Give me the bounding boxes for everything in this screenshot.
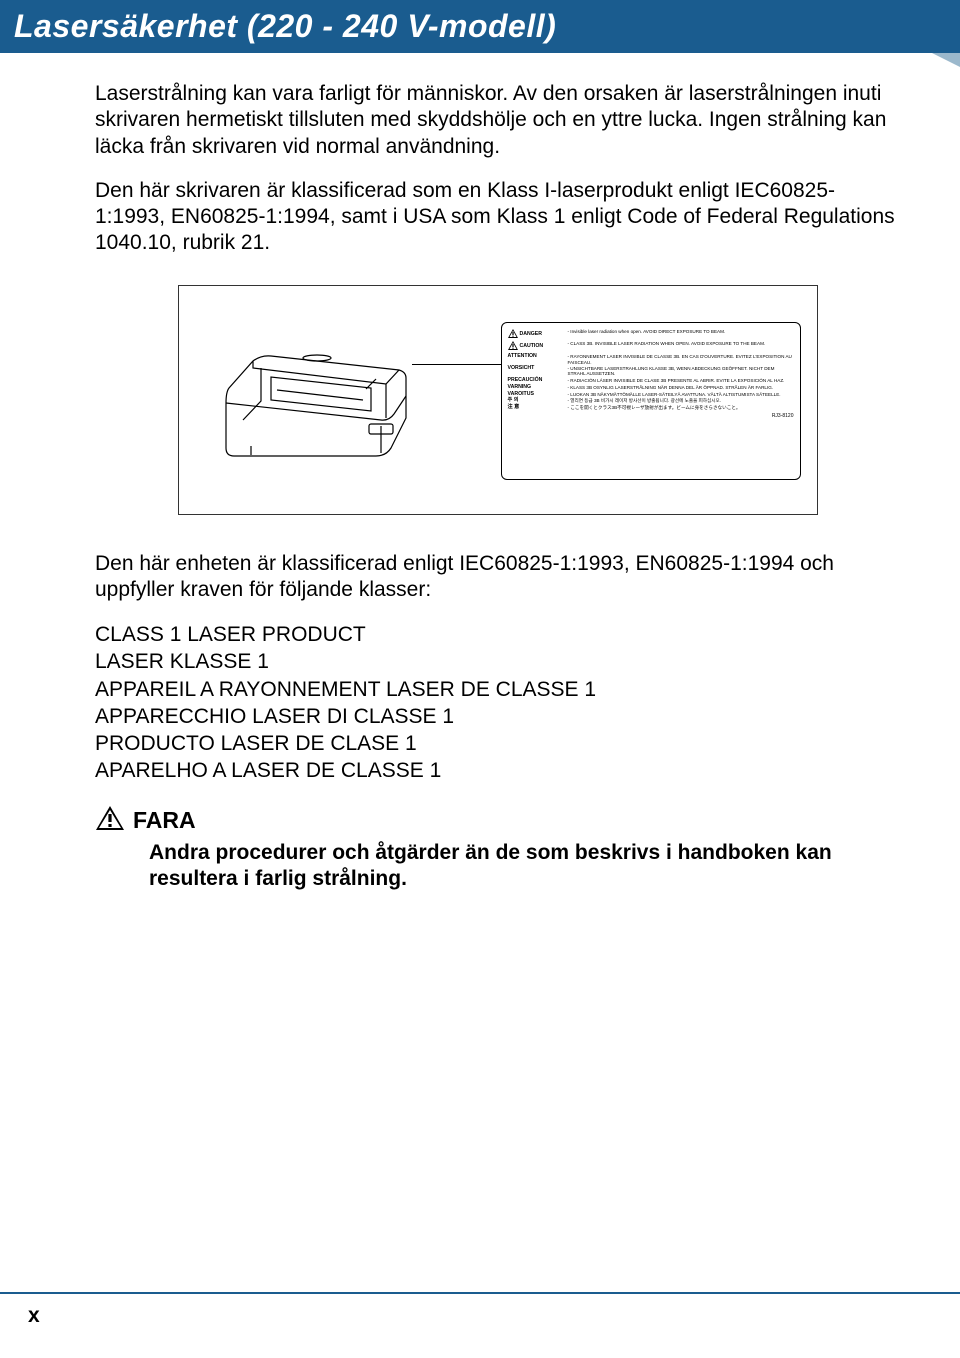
label-row: VORSICHT- UNSICHTBARE LASERSTRAHLUNG KLA… — [508, 366, 794, 377]
paragraph-2: Den här skrivaren är klassificerad som e… — [95, 178, 900, 257]
label-row: CAUTION- CLASS 3B. INVISIBLE LASER RADIA… — [508, 341, 794, 353]
label-row: PRECAUCIÓN- RADIACIÓN LÁSER INVISIBLE DE… — [508, 378, 794, 384]
section-header: Lasersäkerhet (220 - 240 V-modell) — [0, 0, 960, 53]
label-warning-text: - 열리면 등급 3B 비가시 레이저 방사선이 방출됩니다. 광선에 노출을 … — [568, 398, 794, 403]
label-warning-text: - RADIACIÓN LÁSER INVISIBLE DE CLASE 3B … — [568, 378, 794, 383]
laser-class-item: APARELHO A LASER DE CLASSE 1 — [95, 757, 900, 784]
danger-text: Andra procedurer och åtgärder än de som … — [95, 840, 900, 893]
laser-class-list: CLASS 1 LASER PRODUCTLASER KLASSE 1APPAR… — [95, 621, 900, 785]
label-warning-text: - KLASS 3B OSYNLIG LASERSTRÅLNING NÄR DE… — [568, 385, 794, 390]
laser-class-item: APPAREIL A RAYONNEMENT LASER DE CLASSE 1 — [95, 676, 900, 703]
section-title: Lasersäkerhet (220 - 240 V-modell) — [0, 0, 960, 53]
label-row: 주 의- 열리면 등급 3B 비가시 레이저 방사선이 방출됩니다. 광선에 노… — [508, 398, 794, 404]
warning-label: DANGER- Invisible laser radiation when o… — [501, 322, 801, 480]
paragraph-3: Den här enheten är klassificerad enligt … — [95, 551, 900, 604]
printer-label-figure: DANGER- Invisible laser radiation when o… — [178, 285, 818, 515]
warning-triangle-icon — [508, 341, 518, 353]
label-language: CAUTION — [508, 341, 568, 353]
laser-class-item: APPARECCHIO LASER DI CLASSE 1 — [95, 703, 900, 730]
laser-class-item: PRODUCTO LASER DE CLASE 1 — [95, 730, 900, 757]
label-warning-text: - RAYONNEMENT LASER INVISIBLE DE CLASSE … — [568, 354, 794, 365]
page-footer: x — [0, 1292, 960, 1328]
label-code: RJ3-8120 — [508, 414, 794, 420]
label-warning-text: - Invisible laser radiation when open. A… — [568, 329, 794, 334]
label-warning-text: - ここを開くとクラス3B不可視レーザ放射が出ます。ビームに身をさらさないこと。 — [568, 405, 794, 410]
danger-title: FARA — [133, 807, 196, 834]
header-notch-decoration — [932, 53, 960, 67]
label-language: ATTENTION — [508, 354, 568, 360]
warning-triangle-icon — [508, 329, 518, 341]
leader-line — [412, 364, 504, 365]
label-warning-text: - CLASS 3B. INVISIBLE LASER RADIATION WH… — [568, 341, 794, 346]
label-row: DANGER- Invisible laser radiation when o… — [508, 329, 794, 341]
label-warning-text: - UNSICHTBARE LASERSTRAHLUNG KLASSE 3B, … — [568, 366, 794, 377]
label-row: VAROITUS- LUOKAN 3B NÄKYMÄTTÖMÄLLE LASER… — [508, 392, 794, 398]
warning-triangle-icon — [95, 805, 125, 836]
paragraph-1: Laserstrålning kan vara farligt för männ… — [95, 81, 900, 160]
label-warning-text: - LUOKAN 3B NÄKYMÄTTÖMÄLLE LASER-SÄTEILY… — [568, 392, 794, 397]
label-language: DANGER — [508, 329, 568, 341]
label-language: 注 意 — [508, 405, 568, 411]
page-number: x — [28, 1304, 40, 1327]
label-language: VORSICHT — [508, 366, 568, 372]
label-language: PRECAUCIÓN — [508, 378, 568, 384]
laser-class-item: CLASS 1 LASER PRODUCT — [95, 621, 900, 648]
danger-block: FARA Andra procedurer och åtgärder än de… — [95, 805, 900, 893]
label-row: 注 意- ここを開くとクラス3B不可視レーザ放射が出ます。ビームに身をさらさない… — [508, 405, 794, 411]
laser-class-item: LASER KLASSE 1 — [95, 648, 900, 675]
label-row: VARNING- KLASS 3B OSYNLIG LASERSTRÅLNING… — [508, 385, 794, 391]
label-language: VARNING — [508, 385, 568, 391]
printer-illustration — [211, 328, 431, 478]
content-area: Laserstrålning kan vara farligt för männ… — [0, 71, 960, 1292]
label-row: ATTENTION- RAYONNEMENT LASER INVISIBLE D… — [508, 354, 794, 365]
